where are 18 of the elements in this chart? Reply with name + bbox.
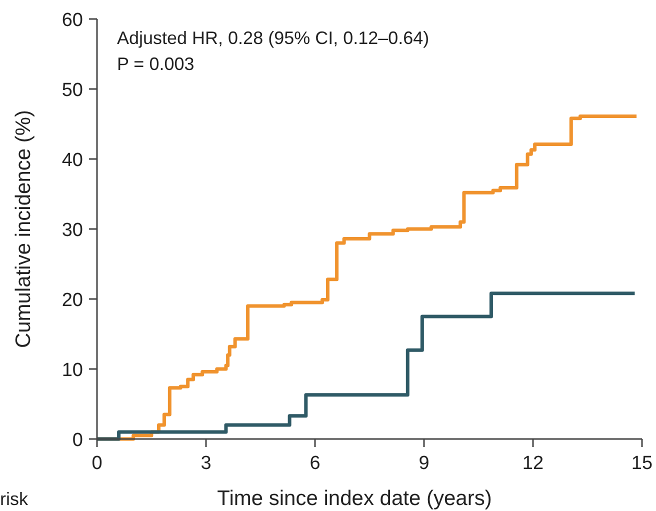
y-tick-label: 30 — [62, 220, 83, 241]
annotation: Adjusted HR, 0.28 (95% CI, 0.12–0.64) — [117, 28, 430, 48]
y-tick-label: 60 — [62, 10, 83, 31]
y-tick-label: 0 — [72, 430, 83, 451]
y-tick-label: 40 — [62, 150, 83, 171]
y-axis-title: Cumulative incidence (%) — [12, 110, 35, 348]
x-tick-label: 12 — [522, 453, 544, 474]
y-tick-label: 50 — [62, 80, 83, 101]
x-tick-label: 9 — [418, 453, 430, 474]
x-tick-label: 0 — [92, 453, 102, 474]
x-axis-title: Time since index date (years) — [217, 487, 492, 510]
text: risk — [0, 489, 29, 509]
annotation: P = 0.003 — [117, 54, 194, 74]
x-tick-label: 6 — [310, 453, 320, 474]
y-tick-label: 10 — [62, 360, 83, 381]
x-tick-label: 15 — [631, 453, 653, 474]
x-tick-label: 3 — [200, 453, 212, 474]
y-tick-label: 20 — [62, 290, 83, 311]
